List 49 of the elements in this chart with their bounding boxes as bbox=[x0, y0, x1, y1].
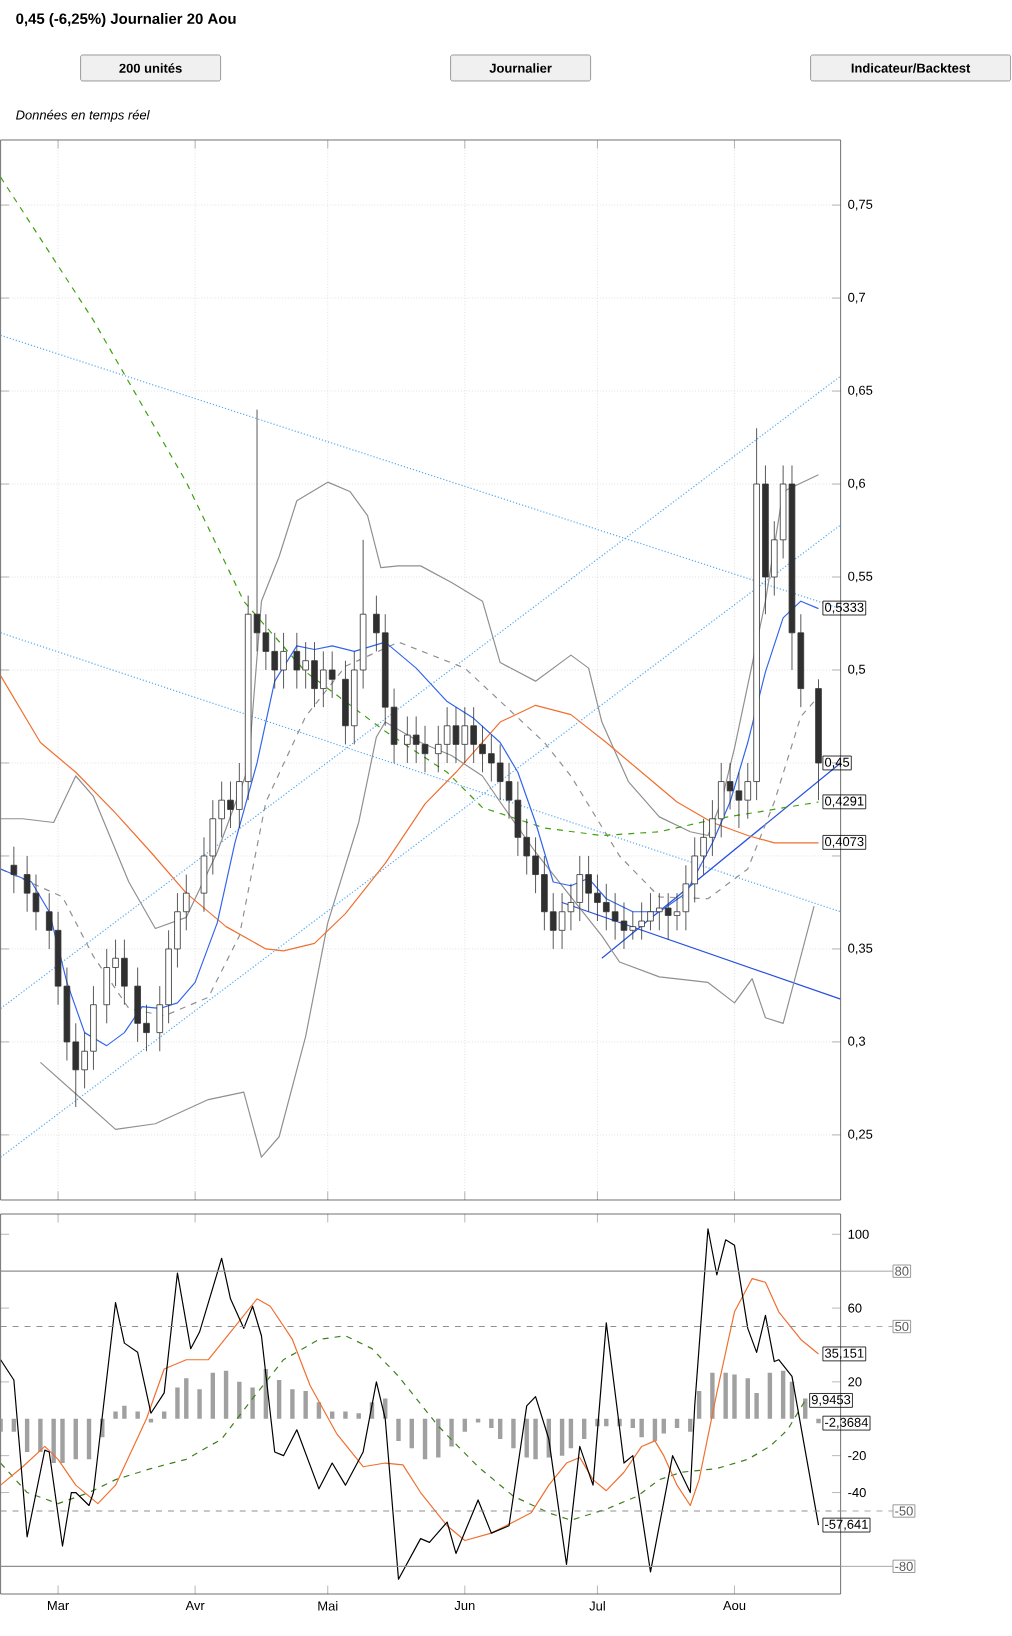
bar bbox=[74, 1418, 79, 1460]
bar bbox=[197, 1389, 203, 1419]
bar bbox=[250, 1387, 256, 1419]
bar bbox=[653, 1418, 658, 1441]
bar bbox=[803, 1398, 808, 1419]
bar bbox=[122, 1405, 128, 1419]
bar bbox=[211, 1372, 216, 1419]
candlestick bbox=[294, 632, 301, 689]
bar bbox=[697, 1391, 702, 1419]
bar bbox=[754, 1392, 760, 1419]
bar bbox=[357, 1413, 362, 1419]
bar bbox=[498, 1418, 503, 1440]
bar bbox=[162, 1411, 167, 1419]
candlestick bbox=[815, 678, 823, 801]
bar bbox=[135, 1411, 141, 1419]
bar bbox=[113, 1411, 119, 1419]
bar bbox=[489, 1418, 495, 1428]
bar bbox=[639, 1418, 645, 1438]
bar bbox=[290, 1389, 296, 1419]
bar bbox=[343, 1411, 349, 1419]
bar bbox=[303, 1391, 309, 1419]
bar bbox=[224, 1370, 229, 1419]
bar bbox=[237, 1381, 243, 1419]
bar bbox=[60, 1418, 66, 1464]
bar bbox=[582, 1418, 587, 1440]
bar bbox=[533, 1418, 539, 1460]
bar bbox=[277, 1380, 282, 1419]
bar bbox=[662, 1418, 667, 1434]
bar bbox=[560, 1418, 565, 1456]
candlestick bbox=[435, 725, 443, 773]
bar bbox=[816, 1418, 822, 1424]
candlestick bbox=[342, 660, 350, 745]
candlestick bbox=[404, 716, 412, 764]
candlestick bbox=[134, 967, 142, 1043]
candlestick bbox=[103, 948, 111, 1024]
bar bbox=[732, 1374, 738, 1419]
bar bbox=[768, 1372, 773, 1419]
bar bbox=[87, 1418, 92, 1460]
bar bbox=[330, 1411, 335, 1419]
bar bbox=[746, 1378, 751, 1419]
bar bbox=[723, 1372, 729, 1419]
bar bbox=[463, 1418, 468, 1432]
bar bbox=[396, 1418, 402, 1441]
bar bbox=[511, 1418, 517, 1449]
bar bbox=[781, 1370, 786, 1419]
bar bbox=[449, 1418, 455, 1447]
bar bbox=[175, 1387, 181, 1419]
bar bbox=[184, 1378, 189, 1419]
bar bbox=[688, 1418, 693, 1432]
